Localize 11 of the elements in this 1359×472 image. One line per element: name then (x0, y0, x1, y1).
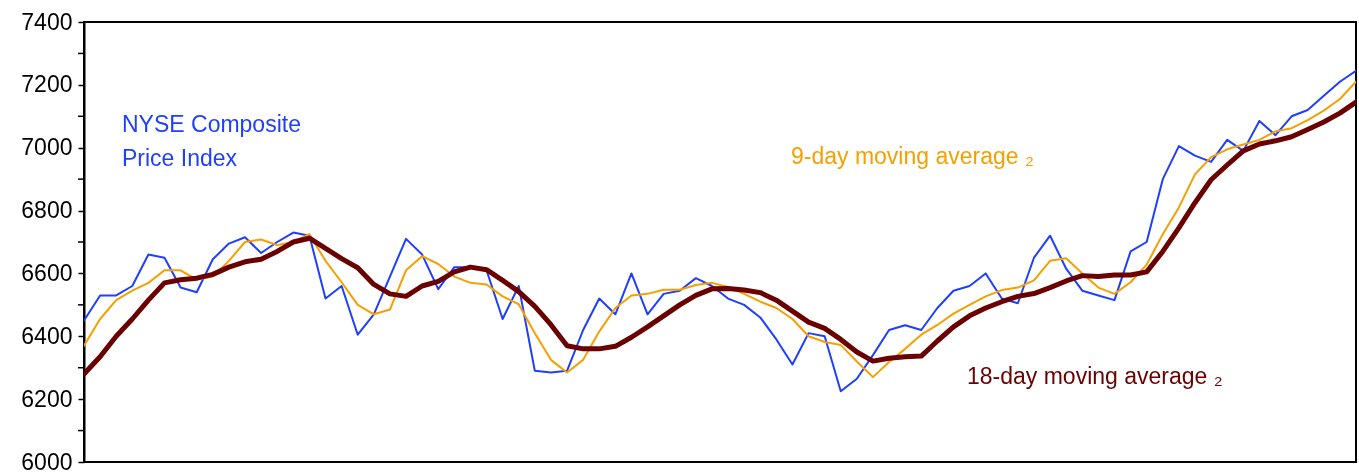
y-tick-label: 7200 (21, 71, 73, 98)
series-label: 18-day moving average ₂ (967, 363, 1223, 389)
y-tick-label: 6600 (21, 259, 73, 286)
y-tick-label: 6800 (21, 197, 73, 224)
y-tick-label: 7400 (21, 8, 73, 35)
y-tick-label: 7000 (21, 134, 73, 161)
text: 9-day moving average ₂ (791, 143, 1034, 169)
y-tick-label: 6200 (21, 385, 73, 412)
y-tick-label: 6400 (21, 322, 73, 349)
y-tick-label: 6000 (21, 448, 73, 472)
text: NYSE Composite Price Index (122, 111, 301, 171)
